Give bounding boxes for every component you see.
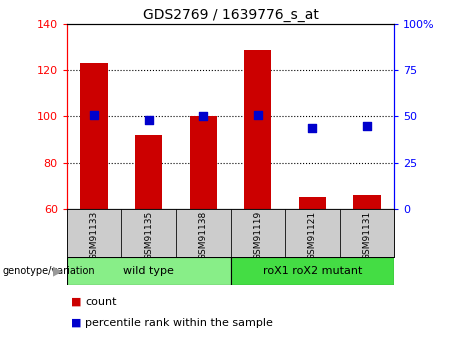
Bar (121, 209, 176, 257)
Point (254, 112, 261, 117)
Text: ▶: ▶ (53, 264, 62, 277)
Point (145, 117, 152, 123)
Bar (135, 135, 162, 209)
Point (308, 125, 316, 130)
Text: GSM91133: GSM91133 (89, 211, 99, 260)
Bar (189, 116, 217, 209)
Bar (81, 63, 108, 209)
Bar (176, 209, 230, 257)
Text: percentile rank within the sample: percentile rank within the sample (85, 318, 273, 327)
Bar (230, 209, 285, 257)
Text: ■: ■ (71, 318, 82, 327)
Text: wild type: wild type (123, 266, 174, 276)
Text: roX1 roX2 mutant: roX1 roX2 mutant (263, 266, 362, 276)
Text: count: count (85, 297, 117, 307)
Text: GSM91131: GSM91131 (362, 211, 372, 260)
Point (90, 112, 98, 117)
Bar (67, 209, 121, 257)
Point (200, 114, 207, 119)
Title: GDS2769 / 1639776_s_at: GDS2769 / 1639776_s_at (142, 8, 319, 22)
Text: GSM91138: GSM91138 (199, 211, 208, 260)
Text: GSM91121: GSM91121 (308, 211, 317, 260)
Bar (285, 209, 340, 257)
Bar (67, 257, 230, 285)
Text: genotype/variation: genotype/variation (2, 266, 95, 276)
Text: GSM91135: GSM91135 (144, 211, 153, 260)
Bar (244, 50, 272, 209)
Bar (230, 257, 394, 285)
Bar (340, 209, 394, 257)
Point (363, 123, 371, 128)
Text: ■: ■ (71, 297, 82, 307)
Bar (353, 195, 380, 209)
Text: GSM91119: GSM91119 (253, 211, 262, 260)
Bar (299, 197, 326, 209)
